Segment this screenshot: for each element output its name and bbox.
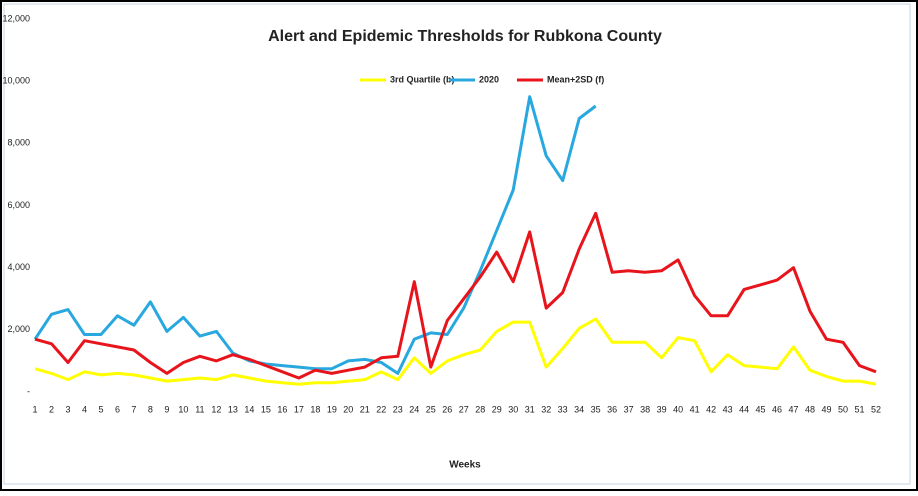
x-tick-label: 37 (624, 404, 634, 414)
plot-border (3, 3, 911, 485)
chart-title: Alert and Epidemic Thresholds for Rubkon… (268, 28, 662, 45)
x-tick-label: 46 (772, 404, 782, 414)
legend-label: 2020 (479, 74, 499, 84)
x-tick-label: 49 (822, 404, 832, 414)
x-tick-label: 11 (195, 404, 204, 414)
x-tick-label: 45 (756, 404, 766, 414)
x-tick-label: 23 (393, 404, 403, 414)
x-tick-label: 34 (574, 404, 584, 414)
x-tick-label: 12 (211, 404, 221, 414)
x-tick-label: 4 (82, 404, 87, 414)
x-tick-label: 2 (49, 404, 54, 414)
x-tick-label: 9 (164, 404, 169, 414)
legend-label: Mean+2SD (f) (547, 74, 604, 84)
x-tick-label: 14 (244, 404, 254, 414)
x-tick-label: 5 (98, 404, 103, 414)
x-tick-label: 30 (508, 404, 518, 414)
x-tick-label: 27 (459, 404, 469, 414)
x-tick-label: 19 (327, 404, 337, 414)
x-tick-label: 13 (228, 404, 238, 414)
x-tick-label: 24 (409, 404, 419, 414)
y-tick-label: 2,000 (7, 324, 30, 334)
x-tick-label: 44 (739, 404, 749, 414)
y-tick-label: 10,000 (2, 76, 30, 86)
x-axis-label: Weeks (449, 460, 481, 471)
x-tick-label: 33 (558, 404, 568, 414)
x-tick-label: 42 (706, 404, 716, 414)
x-tick-label: 28 (475, 404, 485, 414)
x-tick-label: 6 (115, 404, 120, 414)
x-tick-label: 26 (442, 404, 452, 414)
y-tick-label: 6,000 (7, 200, 30, 210)
x-tick-label: 18 (310, 404, 320, 414)
x-tick-label: 1 (32, 404, 37, 414)
x-tick-label: 40 (673, 404, 683, 414)
y-tick-label: 12,000 (2, 13, 30, 23)
x-tick-label: 47 (789, 404, 799, 414)
x-tick-label: 16 (277, 404, 287, 414)
y-tick-label: 4,000 (7, 262, 30, 272)
x-tick-label: 8 (148, 404, 153, 414)
x-tick-label: 36 (607, 404, 617, 414)
x-tick-label: 51 (855, 404, 865, 414)
x-tick-label: 17 (294, 404, 304, 414)
x-tick-label: 41 (690, 404, 700, 414)
x-tick-label: 50 (838, 404, 848, 414)
x-tick-label: 48 (805, 404, 815, 414)
x-tick-label: 7 (131, 404, 136, 414)
legend-label: 3rd Quartile (b) (390, 74, 455, 84)
x-tick-label: 20 (343, 404, 353, 414)
x-tick-label: 35 (591, 404, 601, 414)
series-line (34, 317, 877, 386)
x-tick-label: 32 (541, 404, 551, 414)
x-tick-label: 21 (360, 404, 370, 414)
x-tick-label: 3 (65, 404, 70, 414)
x-tick-label: 31 (525, 404, 535, 414)
x-tick-label: 22 (376, 404, 386, 414)
y-tick-label: - (27, 386, 30, 396)
x-tick-label: 25 (426, 404, 436, 414)
x-tick-label: 38 (640, 404, 650, 414)
x-tick-label: 43 (723, 404, 733, 414)
x-tick-label: 15 (261, 404, 271, 414)
x-tick-label: 10 (178, 404, 188, 414)
x-tick-label: 52 (871, 404, 881, 414)
x-tick-label: 39 (657, 404, 667, 414)
series-line (34, 211, 877, 380)
y-tick-label: 8,000 (7, 138, 30, 148)
x-tick-label: 29 (492, 404, 502, 414)
